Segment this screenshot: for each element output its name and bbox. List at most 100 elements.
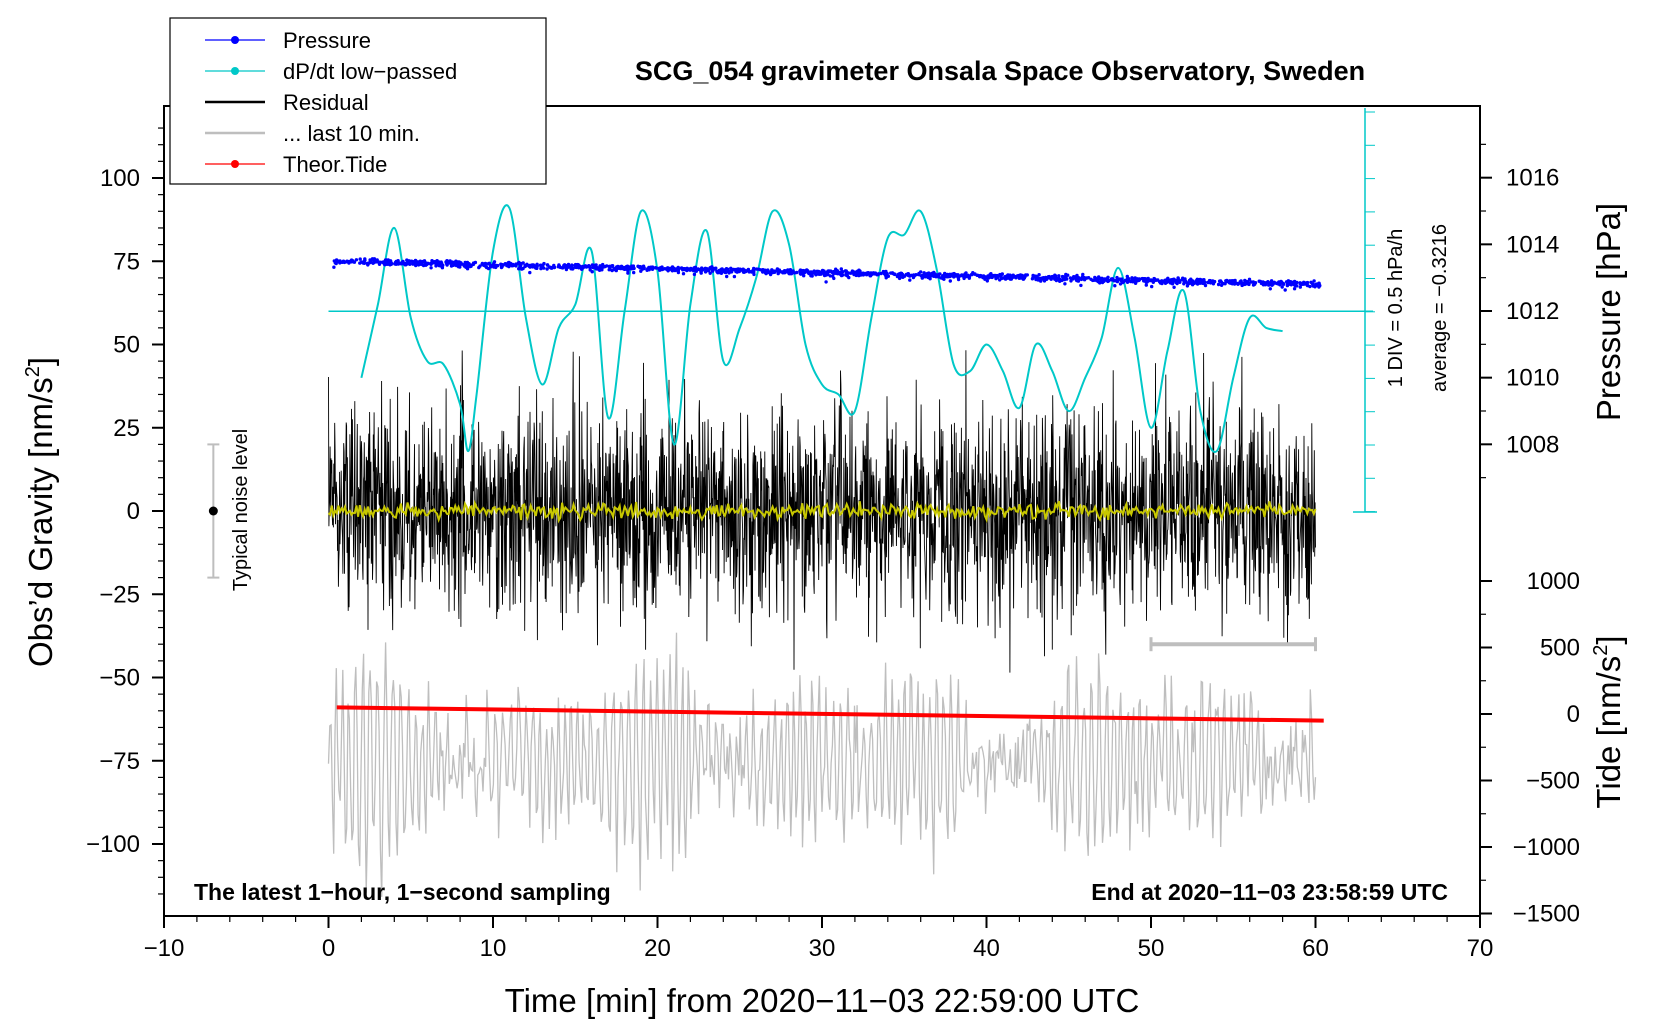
pressure-point <box>492 265 496 269</box>
pressure-point <box>1031 273 1035 278</box>
dpdt-scale-label: 1 DIV = 0.5 hPa/h <box>1385 229 1407 387</box>
pressure-point <box>660 267 665 272</box>
pressure-point <box>647 268 651 272</box>
pressure-point <box>349 259 353 264</box>
pressure-point <box>1136 278 1140 282</box>
pressure-point <box>932 274 936 278</box>
pressure-point <box>590 270 594 274</box>
pressure-point <box>601 262 605 267</box>
pressure-point <box>679 266 684 270</box>
pressure-point <box>786 268 790 272</box>
pressure-point <box>1162 279 1167 284</box>
pressure-point <box>1020 275 1024 279</box>
pressure-point <box>1190 279 1195 283</box>
pressure-point <box>1170 282 1175 286</box>
pressure-point <box>1100 280 1105 285</box>
pressure-point <box>1017 276 1021 280</box>
pressure-point <box>538 263 543 267</box>
pressure-point <box>1172 285 1176 289</box>
pressure-point <box>614 267 619 271</box>
pressure-point <box>528 270 532 275</box>
pressure-point <box>1083 276 1087 280</box>
legend-swatch-marker <box>231 160 239 168</box>
pressure-point <box>708 271 712 275</box>
pressure-point <box>995 273 999 278</box>
pressure-point <box>1247 277 1252 281</box>
pressure-point <box>1225 278 1229 283</box>
pressure-point <box>676 265 680 270</box>
pressure-point <box>507 264 511 269</box>
y-axis-label-gravity: Obs’d Gravity [nm/s2] <box>22 357 59 667</box>
pressure-point <box>354 258 359 262</box>
pressure-point <box>1298 282 1302 286</box>
pressure-tick-label: 1008 <box>1506 431 1559 458</box>
pressure-point <box>897 276 902 281</box>
pressure-point <box>1218 279 1222 283</box>
pressure-point <box>492 260 497 264</box>
pressure-point <box>724 267 729 271</box>
pressure-point <box>332 265 336 269</box>
pressure-point <box>942 273 946 277</box>
pressure-point <box>703 266 708 270</box>
pressure-point <box>952 271 956 276</box>
x-tick-label: 40 <box>973 935 1000 962</box>
pressure-point <box>1309 280 1313 284</box>
pressure-point <box>521 261 525 265</box>
axes-layer: −10 0 10 20 30 40 50 60 701007550250−25−50−75−10… <box>86 127 1580 962</box>
pressure-point <box>439 260 443 264</box>
pressure-point <box>832 276 836 281</box>
pressure-point <box>467 264 471 268</box>
x-tick-label: 70 <box>1467 935 1494 962</box>
pressure-point <box>883 270 887 274</box>
pressure-point <box>550 265 554 270</box>
pressure-point <box>513 263 518 267</box>
plot-layer <box>207 108 1377 897</box>
pressure-point <box>1133 279 1137 284</box>
pressure-point <box>947 274 951 278</box>
pressure-point <box>1190 283 1195 287</box>
pressure-point <box>1251 283 1256 287</box>
pressure-point <box>1243 280 1248 284</box>
pressure-point <box>673 268 678 272</box>
pressure-point <box>906 272 910 276</box>
pressure-point <box>488 263 493 268</box>
x-tick-label: 0 <box>322 935 335 962</box>
pressure-point <box>1198 281 1202 285</box>
pressure-point <box>650 266 655 271</box>
pressure-point <box>429 266 433 270</box>
pressure-point <box>666 269 670 273</box>
pressure-point <box>1144 280 1148 284</box>
pressure-point <box>459 261 463 265</box>
pressure-point <box>1130 276 1134 280</box>
pressure-point <box>477 265 481 270</box>
pressure-point <box>810 271 815 275</box>
tide-tick-label: 500 <box>1540 635 1580 662</box>
gravity-tick-label: 75 <box>113 248 140 275</box>
pressure-point <box>396 262 401 266</box>
pressure-point <box>747 270 751 274</box>
pressure-point <box>1049 277 1053 281</box>
y-axis-label-tide-close: ] <box>1590 635 1627 644</box>
pressure-point <box>738 267 742 271</box>
pressure-tick-label: 1016 <box>1506 165 1559 192</box>
pressure-point <box>899 272 904 276</box>
pressure-tick-label: 1014 <box>1506 231 1559 258</box>
pressure-point <box>1125 278 1129 282</box>
pressure-point <box>545 267 549 271</box>
pressure-point <box>494 264 498 268</box>
pressure-point <box>958 274 962 278</box>
pressure-point <box>1281 281 1285 285</box>
y-axis-label-tide: Tide [nm/s2] <box>1590 635 1627 808</box>
dpdt-average-label: average = −0.3216 <box>1429 224 1451 392</box>
pressure-point <box>948 279 952 283</box>
pressure-point <box>518 263 523 268</box>
pressure-point <box>471 261 476 265</box>
pressure-point <box>1280 285 1284 289</box>
pressure-point <box>334 258 339 262</box>
gravity-tick-label: 100 <box>100 165 140 192</box>
pressure-point <box>976 273 980 277</box>
pressure-point <box>368 260 373 264</box>
pressure-point <box>970 272 974 277</box>
pressure-point <box>408 262 412 266</box>
pressure-point <box>876 272 881 276</box>
